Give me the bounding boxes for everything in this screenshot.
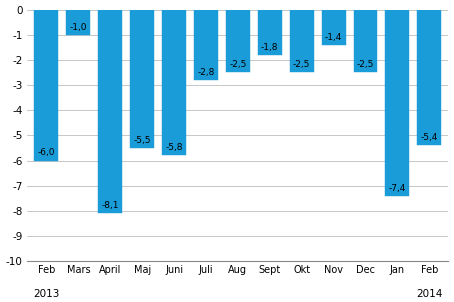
Text: -7,4: -7,4: [389, 184, 406, 193]
Text: -2,5: -2,5: [229, 60, 247, 69]
Bar: [417, 10, 441, 145]
Text: -1,0: -1,0: [69, 23, 87, 32]
Text: -5,4: -5,4: [420, 133, 438, 142]
Bar: [130, 10, 154, 148]
Text: -5,8: -5,8: [165, 143, 183, 153]
Bar: [194, 10, 218, 80]
Text: -8,1: -8,1: [102, 201, 119, 210]
Bar: [321, 10, 345, 45]
Text: 2013: 2013: [33, 289, 59, 299]
Bar: [98, 10, 122, 213]
Bar: [385, 10, 410, 196]
Bar: [226, 10, 250, 72]
Bar: [162, 10, 186, 156]
Text: -5,5: -5,5: [133, 136, 151, 145]
Text: -2,5: -2,5: [357, 60, 374, 69]
Text: -1,8: -1,8: [261, 43, 278, 52]
Text: 2014: 2014: [416, 289, 443, 299]
Text: -2,5: -2,5: [293, 60, 311, 69]
Bar: [290, 10, 314, 72]
Text: -2,8: -2,8: [197, 68, 215, 77]
Bar: [258, 10, 282, 55]
Text: -1,4: -1,4: [325, 33, 342, 42]
Text: -6,0: -6,0: [38, 149, 55, 157]
Bar: [35, 10, 59, 160]
Bar: [354, 10, 377, 72]
Bar: [66, 10, 90, 35]
